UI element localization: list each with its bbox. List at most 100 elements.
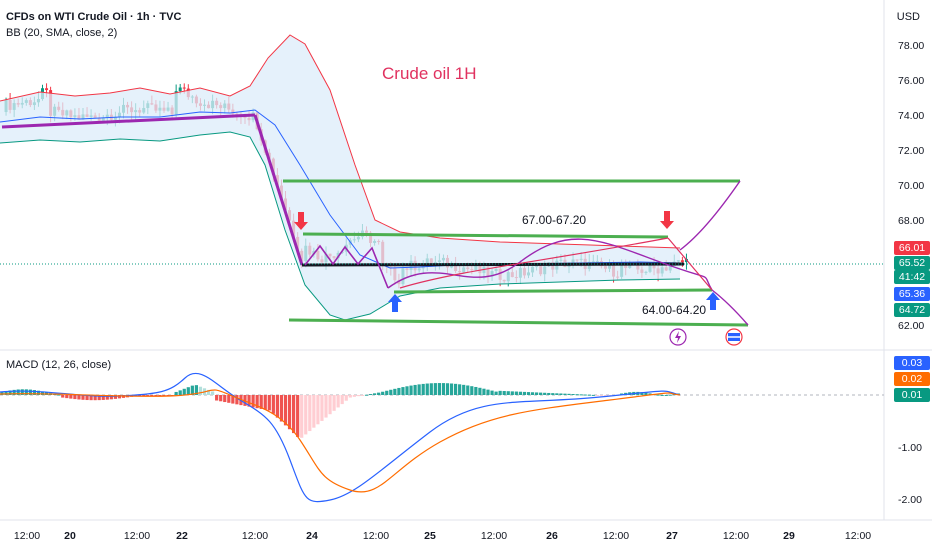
macd-histogram-bar — [640, 392, 644, 395]
macd-histogram-bar — [656, 394, 660, 396]
macd-histogram-bar — [381, 391, 385, 395]
currency-label[interactable]: USD — [896, 11, 920, 23]
time-tick-label: 12:00 — [723, 530, 749, 542]
macd-histogram-bar — [57, 394, 61, 396]
support-zone-label: 64.00-64.20 — [642, 303, 707, 317]
price-tag-high: 66.01 — [894, 241, 930, 255]
macd-histogram-bar — [474, 386, 478, 395]
macd-histogram-bar — [109, 395, 113, 400]
macd-histogram-bar — [12, 389, 16, 395]
symbol-title[interactable]: CFDs on WTI Crude Oil · 1h · TVC — [6, 11, 182, 23]
macd-histogram-bar — [648, 393, 652, 395]
macd-histogram-bar — [567, 393, 571, 395]
macd-histogram-bar — [85, 395, 89, 401]
macd-histogram-bar — [530, 392, 535, 395]
macd-histogram-bar — [251, 395, 255, 408]
macd-histogram-bar — [466, 385, 470, 395]
macd-histogram-bar — [364, 394, 369, 396]
time-tick-label: 26 — [546, 530, 558, 542]
price-tick-label: 62.00 — [898, 320, 924, 332]
time-tick-label: 12:00 — [845, 530, 871, 542]
macd-histogram-bar — [462, 384, 466, 395]
macd-histogram-bar — [97, 395, 101, 401]
macd-histogram-bar — [283, 395, 288, 426]
macd-histogram-bar — [146, 395, 150, 396]
time-tick-label: 12:00 — [124, 530, 150, 542]
macd-histogram-bar — [101, 395, 105, 400]
macd-line — [0, 372, 681, 503]
macd-histogram-bar — [522, 391, 527, 395]
macd-histogram-bar — [24, 389, 28, 395]
time-tick-label: 20 — [64, 530, 76, 542]
projection-line-down — [667, 237, 713, 291]
macd-histogram-bar — [498, 390, 502, 395]
macd-histogram-bar — [316, 395, 320, 425]
macd-histogram-bar — [267, 395, 271, 411]
macd-histogram-bar — [227, 395, 231, 403]
price-tag-bb-basis: 65.36 — [894, 287, 930, 301]
macd-histogram-bar — [470, 386, 474, 395]
macd-histogram-bar — [247, 395, 251, 407]
macd-histogram-bar — [89, 395, 93, 401]
macd-histogram-bar — [215, 395, 219, 401]
price-tick-label: 68.00 — [898, 215, 924, 227]
projection-line-up — [399, 237, 669, 289]
macd-histogram-bar — [579, 394, 583, 396]
candle-body — [178, 87, 182, 92]
flash-event-icon — [675, 331, 681, 343]
macd-histogram-bar — [437, 383, 441, 395]
candle-body — [45, 88, 49, 91]
macd-histogram-bar — [595, 395, 599, 396]
macd-histogram-bar — [425, 383, 429, 395]
macd-histogram-bar — [539, 392, 543, 395]
macd-indicator-legend[interactable]: MACD (12, 26, close) — [6, 359, 112, 371]
macd-histogram-bar — [668, 394, 672, 396]
macd-histogram-bar — [458, 384, 462, 395]
macd-histogram-bar — [142, 395, 146, 396]
macd-histogram-bar — [587, 394, 591, 396]
macd-histogram-bar — [194, 385, 198, 395]
macd-histogram-bar — [352, 395, 356, 397]
trend-line-drop — [253, 114, 304, 266]
macd-histogram-bar — [535, 392, 539, 395]
upside-branch — [679, 180, 741, 251]
macd-histogram-bar — [660, 394, 664, 396]
bb-indicator-legend[interactable]: BB (20, SMA, close, 2) — [6, 27, 118, 39]
buy-arrow-icon — [392, 302, 398, 312]
macd-histogram-bar — [292, 395, 296, 434]
macd-histogram-bar — [296, 395, 300, 437]
sell-arrow-icon — [660, 221, 674, 229]
macd-tick-label: -1.00 — [898, 442, 922, 454]
macd-histogram-bar — [368, 394, 373, 396]
macd-histogram-bar — [279, 395, 284, 422]
macd-histogram-bar — [502, 391, 506, 395]
macd-histogram-bar — [591, 394, 595, 396]
macd-tag-signal: 0.02 — [894, 372, 930, 386]
time-tick-label: 12:00 — [481, 530, 507, 542]
price-tick-label: 76.00 — [898, 75, 924, 87]
macd-histogram-bar — [551, 393, 555, 395]
macd-histogram-bar — [20, 389, 24, 395]
macd-histogram-bar — [555, 393, 559, 395]
macd-histogram-bar — [644, 392, 648, 395]
macd-histogram-bar — [93, 395, 97, 401]
bb-fill — [0, 35, 680, 320]
macd-histogram-bar — [138, 395, 142, 396]
macd-histogram-bar — [478, 387, 482, 395]
macd-histogram-bar — [65, 395, 69, 399]
macd-histogram-bar — [105, 395, 109, 400]
macd-histogram-bar — [174, 391, 178, 395]
macd-histogram-bar — [275, 395, 279, 418]
macd-histogram-bar — [324, 395, 328, 418]
macd-tag-hist: 0.01 — [894, 388, 930, 402]
macd-histogram-bar — [287, 395, 292, 430]
macd-histogram-bar — [206, 389, 211, 395]
macd-histogram-bar — [494, 391, 498, 395]
time-tick-label: 27 — [666, 530, 678, 542]
macd-histogram-bar — [308, 395, 312, 432]
countdown-tag: 41:42 — [894, 270, 930, 284]
macd-tag-macd: 0.03 — [894, 356, 930, 370]
macd-histogram-bar — [186, 387, 190, 395]
price-tick-label: 78.00 — [898, 40, 924, 52]
